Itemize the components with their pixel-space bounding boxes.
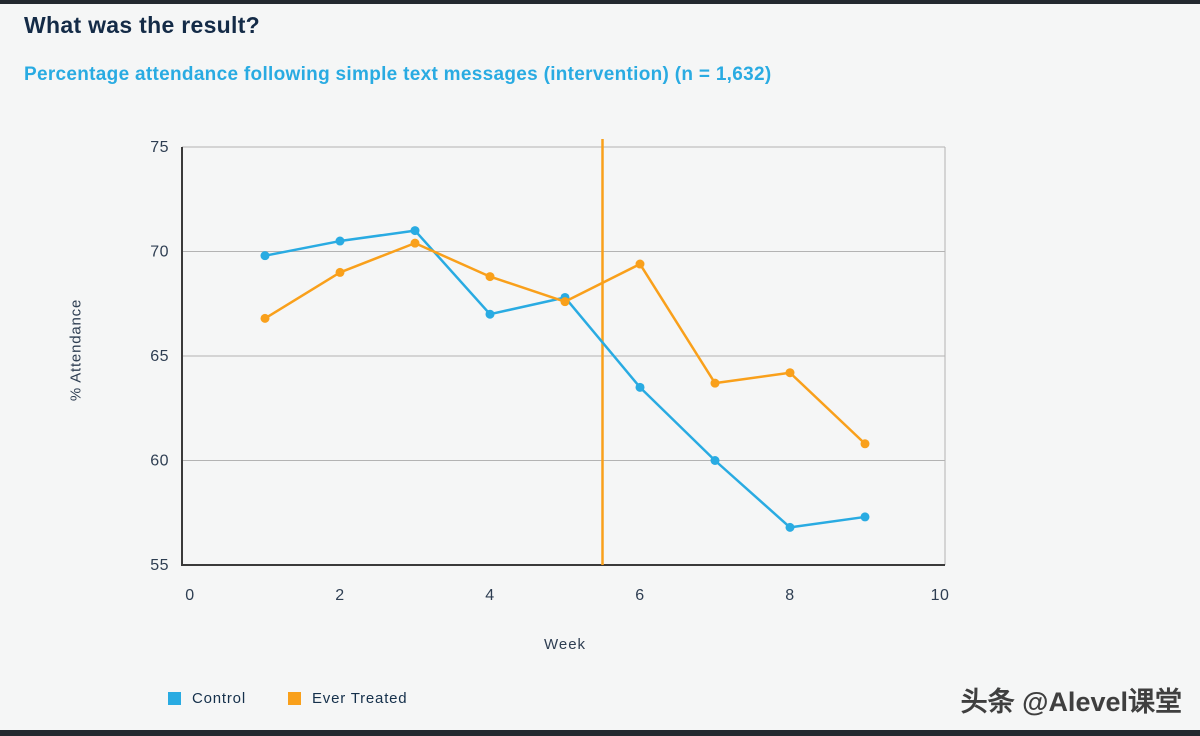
- data-point: [710, 456, 720, 465]
- y-axis-label: % Attendance: [67, 298, 85, 402]
- page-title: What was the result?: [24, 12, 261, 38]
- x-axis-label: Week: [543, 636, 587, 653]
- data-point: [635, 259, 645, 269]
- legend-item: Ever Treated: [287, 690, 408, 707]
- data-point: [485, 309, 495, 319]
- y-tick-label: 70: [150, 244, 169, 261]
- chart-legend: Control Ever Treated: [168, 690, 407, 707]
- legend-item: Control: [168, 690, 246, 707]
- data-point: [260, 251, 270, 261]
- x-tick-label: 4: [485, 587, 494, 604]
- series-line-ever-treated: [263, 241, 867, 446]
- data-point: [785, 368, 795, 378]
- top-border: [0, 0, 1200, 4]
- bottom-border: [0, 730, 1200, 736]
- data-point: [335, 236, 345, 246]
- legend-label: Control: [192, 690, 246, 707]
- x-tick-label: 0: [185, 587, 194, 604]
- legend-swatch-icon: [287, 692, 301, 705]
- x-tick-label: 8: [785, 587, 794, 604]
- data-point: [560, 297, 570, 307]
- data-point: [860, 439, 870, 449]
- watermark: 头条 @Alevel课堂: [960, 687, 1182, 717]
- data-point: [860, 512, 870, 522]
- y-tick-label: 75: [150, 139, 169, 156]
- legend-label: Ever Treated: [311, 690, 408, 707]
- legend-swatch-icon: [168, 692, 181, 705]
- chart-subtitle: Percentage attendance following simple t…: [24, 64, 772, 85]
- data-point: [335, 267, 345, 277]
- data-point: [410, 226, 420, 236]
- y-tick-label: 55: [150, 557, 169, 574]
- data-point: [485, 272, 495, 282]
- data-point: [710, 378, 720, 388]
- x-tick-label: 6: [635, 587, 644, 604]
- data-point: [635, 382, 645, 392]
- data-point: [785, 522, 795, 532]
- x-tick-label: 2: [335, 587, 344, 604]
- x-tick-label: 10: [931, 587, 950, 604]
- data-point: [410, 238, 420, 248]
- y-tick-label: 60: [150, 453, 169, 470]
- data-point: [260, 313, 270, 323]
- y-tick-label: 65: [150, 348, 169, 365]
- series-line-control: [263, 229, 867, 529]
